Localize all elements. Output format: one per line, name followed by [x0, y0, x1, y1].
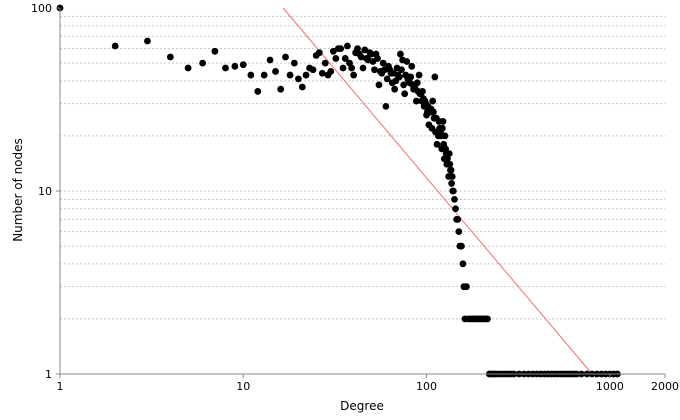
data-point: [222, 64, 229, 72]
y-tick-label: 10: [38, 185, 52, 198]
data-point: [354, 45, 361, 52]
data-point: [309, 66, 317, 74]
data-point: [332, 55, 340, 62]
data-point: [321, 59, 329, 67]
data-point: [454, 215, 462, 223]
data-point: [439, 118, 447, 125]
data-point: [348, 64, 356, 72]
data-point: [290, 59, 298, 67]
fit-line-layer: [282, 7, 593, 375]
data-point: [254, 88, 262, 95]
data-point: [350, 71, 358, 79]
data-point: [412, 97, 420, 105]
data-point: [433, 140, 441, 148]
data-point: [231, 62, 239, 70]
data-point: [277, 85, 285, 93]
data-point: [375, 81, 383, 89]
data-point: [484, 315, 491, 323]
data-point: [452, 205, 459, 213]
x-tick-label: 2000: [651, 380, 679, 393]
data-point: [302, 71, 310, 79]
axes: [59, 8, 665, 375]
x-axis-title: Degree: [340, 399, 384, 413]
data-point: [446, 160, 454, 168]
data-point: [459, 260, 467, 268]
x-axis-ticks: 1 10 100 1000 2000: [57, 374, 679, 393]
data-point: [431, 73, 439, 81]
data-point: [111, 42, 119, 50]
data-point: [239, 61, 247, 69]
fit-line: [282, 7, 593, 375]
data-point: [398, 66, 405, 74]
data-point: [419, 88, 426, 95]
data-point: [211, 47, 219, 55]
data-point: [329, 47, 337, 55]
data-point: [272, 68, 279, 75]
data-point: [430, 108, 437, 116]
data-point: [339, 64, 347, 72]
data-point: [357, 53, 365, 61]
data-point: [451, 195, 458, 203]
data-point: [455, 228, 463, 235]
data-point: [441, 132, 449, 140]
data-point: [247, 71, 255, 79]
data-point: [383, 75, 391, 83]
data-point: [408, 62, 416, 70]
data-point: [337, 45, 345, 52]
data-point: [315, 49, 323, 57]
data-point: [260, 71, 268, 79]
data-point: [448, 180, 456, 187]
data-point: [374, 55, 381, 62]
x-tick-label: 100: [416, 380, 437, 393]
data-point: [401, 90, 409, 98]
data-point: [413, 79, 421, 87]
data-point: [397, 50, 404, 58]
data-point: [407, 73, 415, 81]
data-point: [144, 37, 151, 45]
x-tick-label: 1: [57, 380, 64, 393]
data-point: [359, 64, 367, 72]
data-point: [379, 59, 387, 67]
data-point: [295, 75, 302, 83]
data-point: [341, 55, 349, 62]
data-point: [429, 97, 437, 105]
data-point: [448, 173, 456, 180]
data-point: [361, 46, 369, 54]
data-point: [282, 53, 289, 61]
data-point: [403, 58, 411, 65]
data-point: [298, 83, 306, 91]
data-point: [184, 64, 192, 72]
data-point: [463, 283, 470, 291]
data-point: [444, 155, 451, 163]
data-point: [445, 150, 453, 158]
data-point: [395, 73, 403, 81]
data-point: [318, 69, 326, 77]
y-tick-label: 1: [45, 368, 52, 381]
x-tick-label: 10: [236, 380, 250, 393]
data-point: [391, 85, 399, 93]
data-point: [382, 102, 390, 110]
data-point: [400, 81, 408, 89]
grid-lines: [60, 15, 665, 320]
data-point: [286, 71, 294, 79]
data-point: [447, 166, 455, 174]
data-point: [458, 242, 465, 250]
y-tick-label: 100: [31, 2, 52, 15]
data-point: [344, 42, 351, 50]
y-axis-title: Number of nodes: [11, 138, 25, 242]
data-point: [449, 187, 457, 195]
x-tick-label: 1000: [596, 380, 624, 393]
data-point: [371, 66, 378, 74]
data-point: [166, 53, 174, 61]
data-point: [266, 56, 274, 64]
y-axis-ticks: 1 10 100: [31, 2, 60, 381]
data-point: [438, 124, 446, 132]
data-point: [415, 71, 423, 79]
data-point: [327, 68, 335, 75]
data-point: [199, 59, 207, 67]
